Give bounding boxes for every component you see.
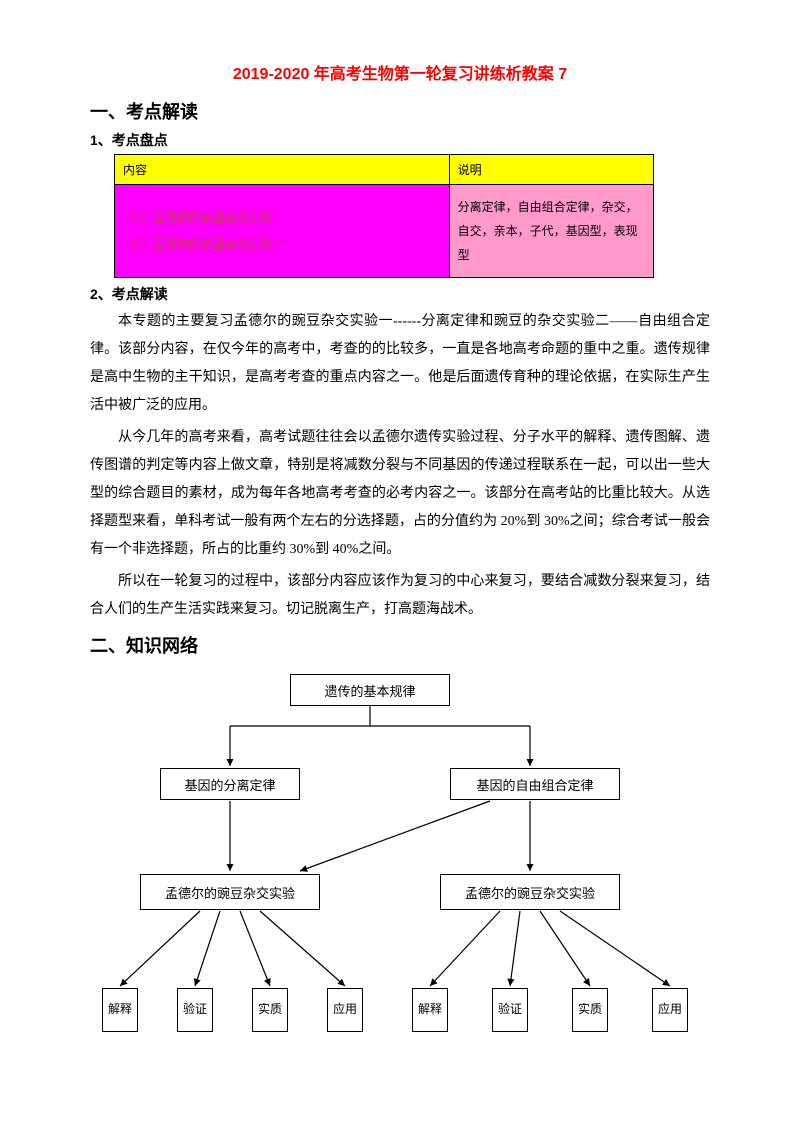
document-page: 2019-2020 年高考生物第一轮复习讲练析教案 7 一、考点解读 1、考点盘…	[0, 0, 800, 1086]
table-row: 内容 说明	[115, 155, 654, 185]
table-line: （2）孟德尔的豌豆杂交实验二	[123, 231, 441, 257]
leaf-node: 实质	[252, 988, 288, 1032]
paragraph: 从今几年的高考来看，高考试题往往会以孟德尔遗传实验过程、分子水平的解释、遗传图解…	[90, 424, 710, 564]
leaf-node: 验证	[177, 988, 213, 1032]
table-row: （1）孟德尔的豌豆杂交实验一 （2）孟德尔的豌豆杂交实验二 分离定律，自由组合定…	[115, 185, 654, 278]
table-cell-note: 分离定律，自由组合定律，杂交，自交，亲本，子代，基因型，表现型	[449, 185, 653, 278]
table-header-note: 说明	[449, 155, 653, 185]
node-exp-left: 孟德尔的豌豆杂交实验	[140, 874, 320, 910]
leaf-node: 解释	[102, 988, 138, 1032]
node-right: 基因的自由组合定律	[450, 768, 620, 800]
leaf-node: 应用	[327, 988, 363, 1032]
table-cell-content: （1）孟德尔的豌豆杂交实验一 （2）孟德尔的豌豆杂交实验二	[115, 185, 450, 278]
node-root: 遗传的基本规律	[290, 674, 450, 706]
keypoints-table: 内容 说明 （1）孟德尔的豌豆杂交实验一 （2）孟德尔的豌豆杂交实验二 分离定律…	[114, 154, 654, 278]
leaf-node: 应用	[652, 988, 688, 1032]
section-1-sub1: 1、考点盘点	[90, 130, 710, 150]
table-header-content: 内容	[115, 155, 450, 185]
paragraph: 所以在一轮复习的过程中，该部分内容应该作为复习的中心来复习，要结合减数分裂来复习…	[90, 568, 710, 624]
leaf-node: 验证	[492, 988, 528, 1032]
node-exp-right: 孟德尔的豌豆杂交实验	[440, 874, 620, 910]
node-left: 基因的分离定律	[160, 768, 300, 800]
table-line: （1）孟德尔的豌豆杂交实验一	[123, 205, 441, 231]
section-1-sub2: 2、考点解读	[90, 284, 710, 304]
section-1-heading: 一、考点解读	[90, 98, 710, 124]
paragraph: 本专题的主要复习孟德尔的豌豆杂交实验一------分离定律和豌豆的杂交实验二——…	[90, 308, 710, 420]
knowledge-tree-diagram: 遗传的基本规律 基因的分离定律 基因的自由组合定律 孟德尔的豌豆杂交实验 孟德尔…	[90, 666, 710, 1046]
page-title: 2019-2020 年高考生物第一轮复习讲练析教案 7	[90, 60, 710, 84]
leaf-node: 实质	[572, 988, 608, 1032]
leaf-node: 解释	[412, 988, 448, 1032]
section-2-heading: 二、知识网络	[90, 632, 710, 658]
